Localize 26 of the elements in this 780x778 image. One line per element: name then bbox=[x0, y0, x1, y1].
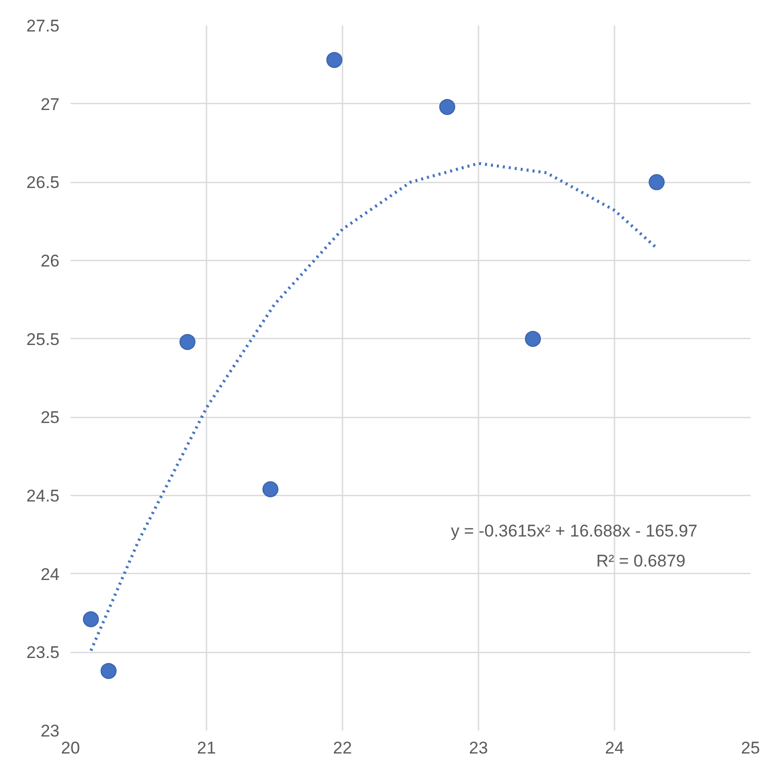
point bbox=[82, 611, 99, 628]
y-tick-label: 24 bbox=[40, 564, 60, 584]
y-tick-label: 24.5 bbox=[26, 486, 60, 506]
point bbox=[179, 334, 196, 350]
annotation: R² = 0.6879 bbox=[596, 552, 686, 570]
annotation: y = -0.3615x² + 16.688x - 165.97 bbox=[450, 522, 698, 540]
y-tick-label: 23 bbox=[40, 722, 60, 740]
point bbox=[262, 481, 278, 498]
point bbox=[439, 98, 456, 115]
x-tick-label: 20 bbox=[61, 738, 80, 758]
y-tick-label: 25 bbox=[40, 408, 60, 428]
y-tick-label: 26.5 bbox=[26, 173, 60, 192]
y-tick-label: 27.5 bbox=[26, 16, 60, 36]
point bbox=[326, 52, 342, 68]
y-tick-label: 23.5 bbox=[26, 643, 60, 662]
x-tick-label: 23 bbox=[469, 738, 488, 758]
point bbox=[648, 174, 665, 190]
point bbox=[524, 330, 541, 347]
x-tick-label: 25 bbox=[741, 738, 760, 758]
x-tick-label: 24 bbox=[605, 738, 624, 758]
x-tick-label: 22 bbox=[333, 738, 352, 758]
y-tick-label: 27 bbox=[40, 94, 60, 114]
y-tick-label: 25.5 bbox=[26, 330, 60, 349]
y-tick-label: 26 bbox=[40, 252, 60, 270]
point bbox=[100, 662, 117, 679]
x-tick-label: 21 bbox=[197, 738, 216, 758]
